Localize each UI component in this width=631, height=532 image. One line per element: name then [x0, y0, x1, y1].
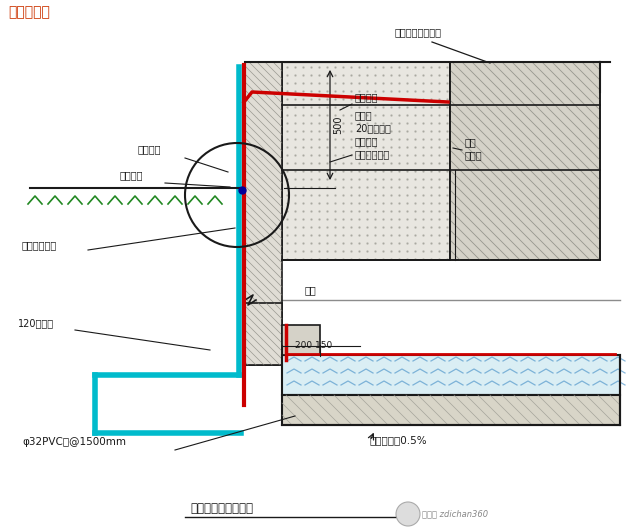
- Bar: [245, 303, 282, 365]
- Text: 防水层: 防水层: [465, 150, 483, 160]
- Text: 地下室外墙防水做法: 地下室外墙防水做法: [190, 502, 253, 515]
- Bar: [450, 62, 600, 260]
- Text: 室外地坪: 室外地坪: [120, 170, 143, 180]
- Text: 500: 500: [333, 116, 343, 134]
- Text: 防水油膏填缝: 防水油膏填缝: [355, 149, 390, 159]
- Bar: [282, 395, 620, 425]
- Text: 20厚抹灰层: 20厚抹灰层: [355, 123, 391, 133]
- Text: 地内: 地内: [305, 285, 317, 295]
- Text: 200 150: 200 150: [295, 341, 333, 350]
- Text: 120步民墙: 120步民墙: [18, 318, 54, 328]
- Text: 节点大样图: 节点大样图: [8, 5, 50, 19]
- Text: 防水涂膏填缝: 防水涂膏填缝: [22, 240, 57, 250]
- Text: 外墙涂面: 外墙涂面: [355, 136, 379, 146]
- Text: 排水坡度为0.5%: 排水坡度为0.5%: [370, 435, 428, 445]
- Text: φ32PVC管@1500mm: φ32PVC管@1500mm: [22, 437, 126, 447]
- Text: 石材: 石材: [465, 137, 477, 147]
- Text: 密封油膏: 密封油膏: [355, 92, 379, 102]
- Text: 结构施工中预留槽: 结构施工中预留槽: [395, 27, 442, 37]
- Bar: [245, 62, 282, 365]
- Bar: [282, 62, 450, 260]
- Bar: [282, 325, 320, 355]
- Text: 密封油膏: 密封油膏: [138, 144, 162, 154]
- Circle shape: [396, 502, 420, 526]
- Text: 钢丝网: 钢丝网: [355, 110, 373, 120]
- Bar: [282, 355, 620, 395]
- Text: 微信号 zdichan360: 微信号 zdichan360: [422, 510, 488, 519]
